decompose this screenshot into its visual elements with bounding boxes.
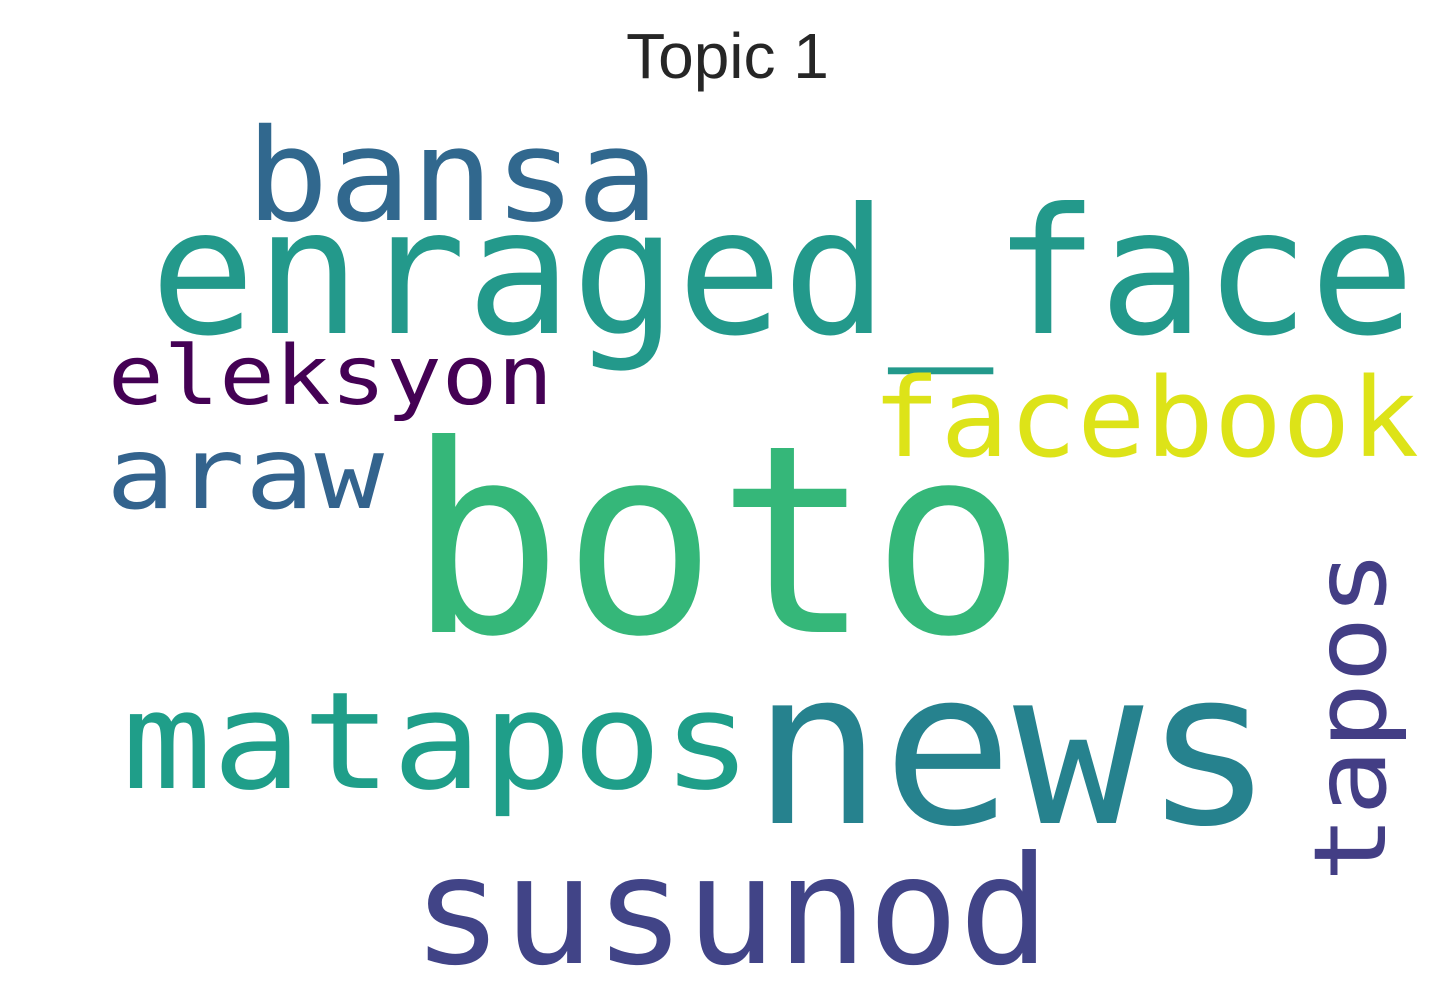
word-eleksyon: eleksyon <box>108 329 553 424</box>
word-araw: araw <box>106 415 385 532</box>
word-matapos: matapos <box>122 663 752 820</box>
word-bansa: bansa <box>246 102 659 251</box>
word-susunod: susunod <box>412 825 1050 999</box>
word-boto: boto <box>408 389 1026 694</box>
word-news: news <box>752 623 1274 874</box>
word-tapos: tapos <box>1292 550 1409 882</box>
chart-title: Topic 1 <box>626 20 829 92</box>
word-facebook: facebook <box>872 354 1419 482</box>
word-enraged-face: enraged_face <box>150 172 1415 375</box>
